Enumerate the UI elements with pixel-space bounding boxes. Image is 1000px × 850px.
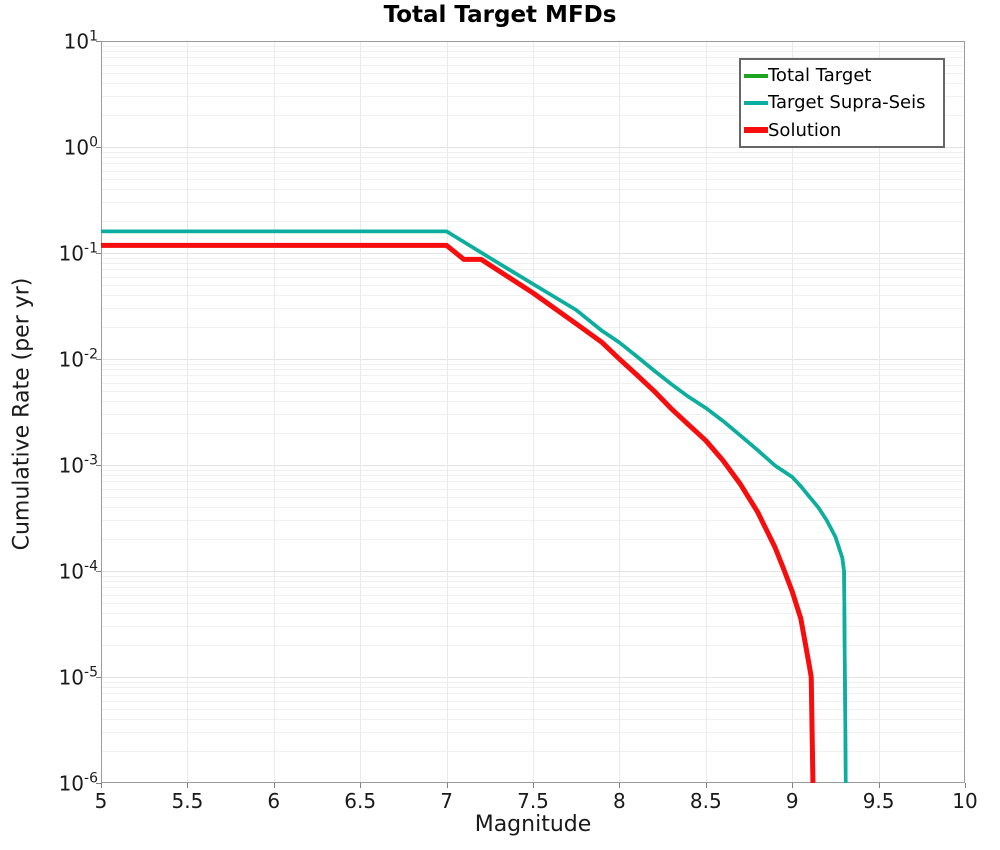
legend-item-total-target: Total Target [744, 65, 943, 86]
y-tick-label-1e-6: 10-6 [58, 770, 98, 796]
grid-vertical-lines [187, 41, 880, 783]
y-tick-label-1e0: 100 [63, 134, 98, 160]
legend-line-swatch-target-supra-seis [744, 100, 768, 105]
x-tick-label-6: 6 [267, 789, 281, 813]
legend-item-solution: Solution [744, 120, 943, 141]
y-tick-label-1e1: 101 [63, 28, 98, 54]
legend-line-swatch-solution [744, 127, 768, 134]
x-tick-label-7: 7 [440, 789, 453, 813]
legend-label: Solution [768, 119, 842, 141]
series-line-target-supra-seis [101, 229, 848, 784]
y-axis-label: Cumulative Rate (per yr) [9, 277, 35, 551]
y-tick-label-1e-4: 10-4 [58, 558, 98, 584]
x-tick-label-5-5: 5.5 [171, 789, 204, 813]
x-tick-label-8-5: 8.5 [689, 789, 722, 813]
x-tick-label-5: 5 [94, 789, 108, 813]
axis-tick-marks [96, 41, 966, 788]
x-tick-label-8: 8 [613, 789, 626, 813]
x-axis-label: Magnitude [474, 812, 592, 837]
x-tick-label-7-5: 7.5 [517, 789, 549, 813]
y-tick-label-1e-1: 10-1 [58, 240, 98, 266]
legend-item-target-supra-seis: Target Supra-Seis [744, 92, 943, 113]
y-tick-label-1e-3: 10-3 [58, 452, 98, 478]
x-tick-label-9-5: 9.5 [862, 789, 895, 813]
legend-label: Total Target [768, 65, 872, 87]
y-tick-label-1e-5: 10-5 [58, 664, 98, 690]
legend: Total Target Target Supra-Seis Solution [739, 58, 945, 148]
legend-label: Target Supra-Seis [768, 92, 926, 114]
plot-border [101, 41, 965, 783]
x-tick-label-6-5: 6.5 [344, 789, 377, 813]
series-line-solution [101, 242, 816, 784]
x-tick-label-9: 9 [785, 789, 799, 813]
y-tick-label-1e-2: 10-2 [58, 346, 98, 372]
chart-title: Total Target MFDs [383, 2, 617, 28]
legend-line-swatch-total-target [744, 73, 768, 78]
x-tick-label-10: 10 [952, 789, 978, 813]
